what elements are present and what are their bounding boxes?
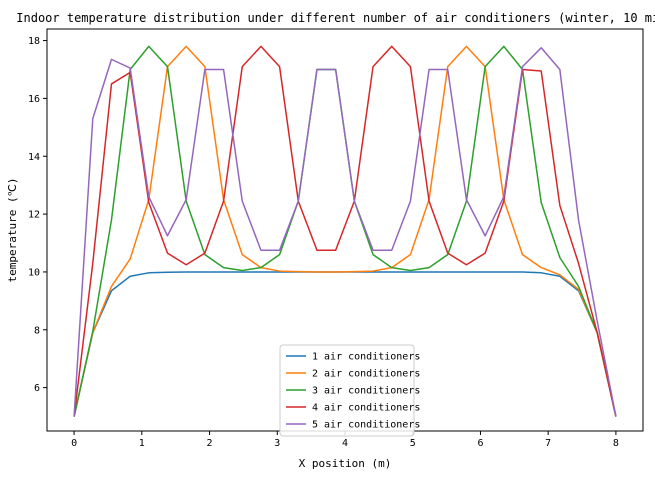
x-tick-label: 6 (477, 438, 483, 449)
x-tick-label: 7 (545, 438, 551, 449)
x-tick-label: 4 (342, 438, 348, 449)
legend-box (279, 344, 415, 437)
x-tick-label: 5 (410, 438, 416, 449)
y-tick-label: 14 (28, 152, 40, 163)
x-tick-label: 1 (139, 438, 145, 449)
x-tick-label: 2 (207, 438, 213, 449)
legend-label-4: 4 air conditioners (312, 403, 420, 414)
series-line-5 (73, 47, 617, 417)
legend: 1 air conditioners 2 air conditioners 3 ai… (279, 344, 420, 437)
y-tick-label: 16 (28, 94, 40, 105)
x-tick-label: 0 (71, 438, 77, 449)
plot-lines (73, 45, 617, 417)
y-tick-label: 10 (28, 267, 40, 278)
y-tick-label: 12 (28, 210, 40, 221)
chart-title: Indoor temperature distribution under di… (16, 11, 655, 25)
legend-label-3: 3 air conditioners (312, 386, 420, 397)
legend-label-2: 2 air conditioners (312, 369, 420, 380)
x-tick-label: 8 (613, 438, 619, 449)
y-tick-label: 18 (28, 36, 40, 47)
y-tick-label: 8 (34, 325, 40, 336)
legend-label-1: 1 air conditioners (312, 352, 420, 363)
series-line-4 (73, 45, 617, 417)
y-tick-label: 6 (34, 383, 40, 394)
series-line-2 (73, 45, 617, 417)
legend-label-5: 5 air conditioners (312, 420, 420, 431)
y-axis-label: temperature (℃) (6, 177, 19, 282)
x-tick-label: 3 (274, 438, 280, 449)
x-axis-label: X position (m) (299, 457, 392, 470)
y-axis: 6 8 10 12 14 16 18 (28, 36, 47, 394)
